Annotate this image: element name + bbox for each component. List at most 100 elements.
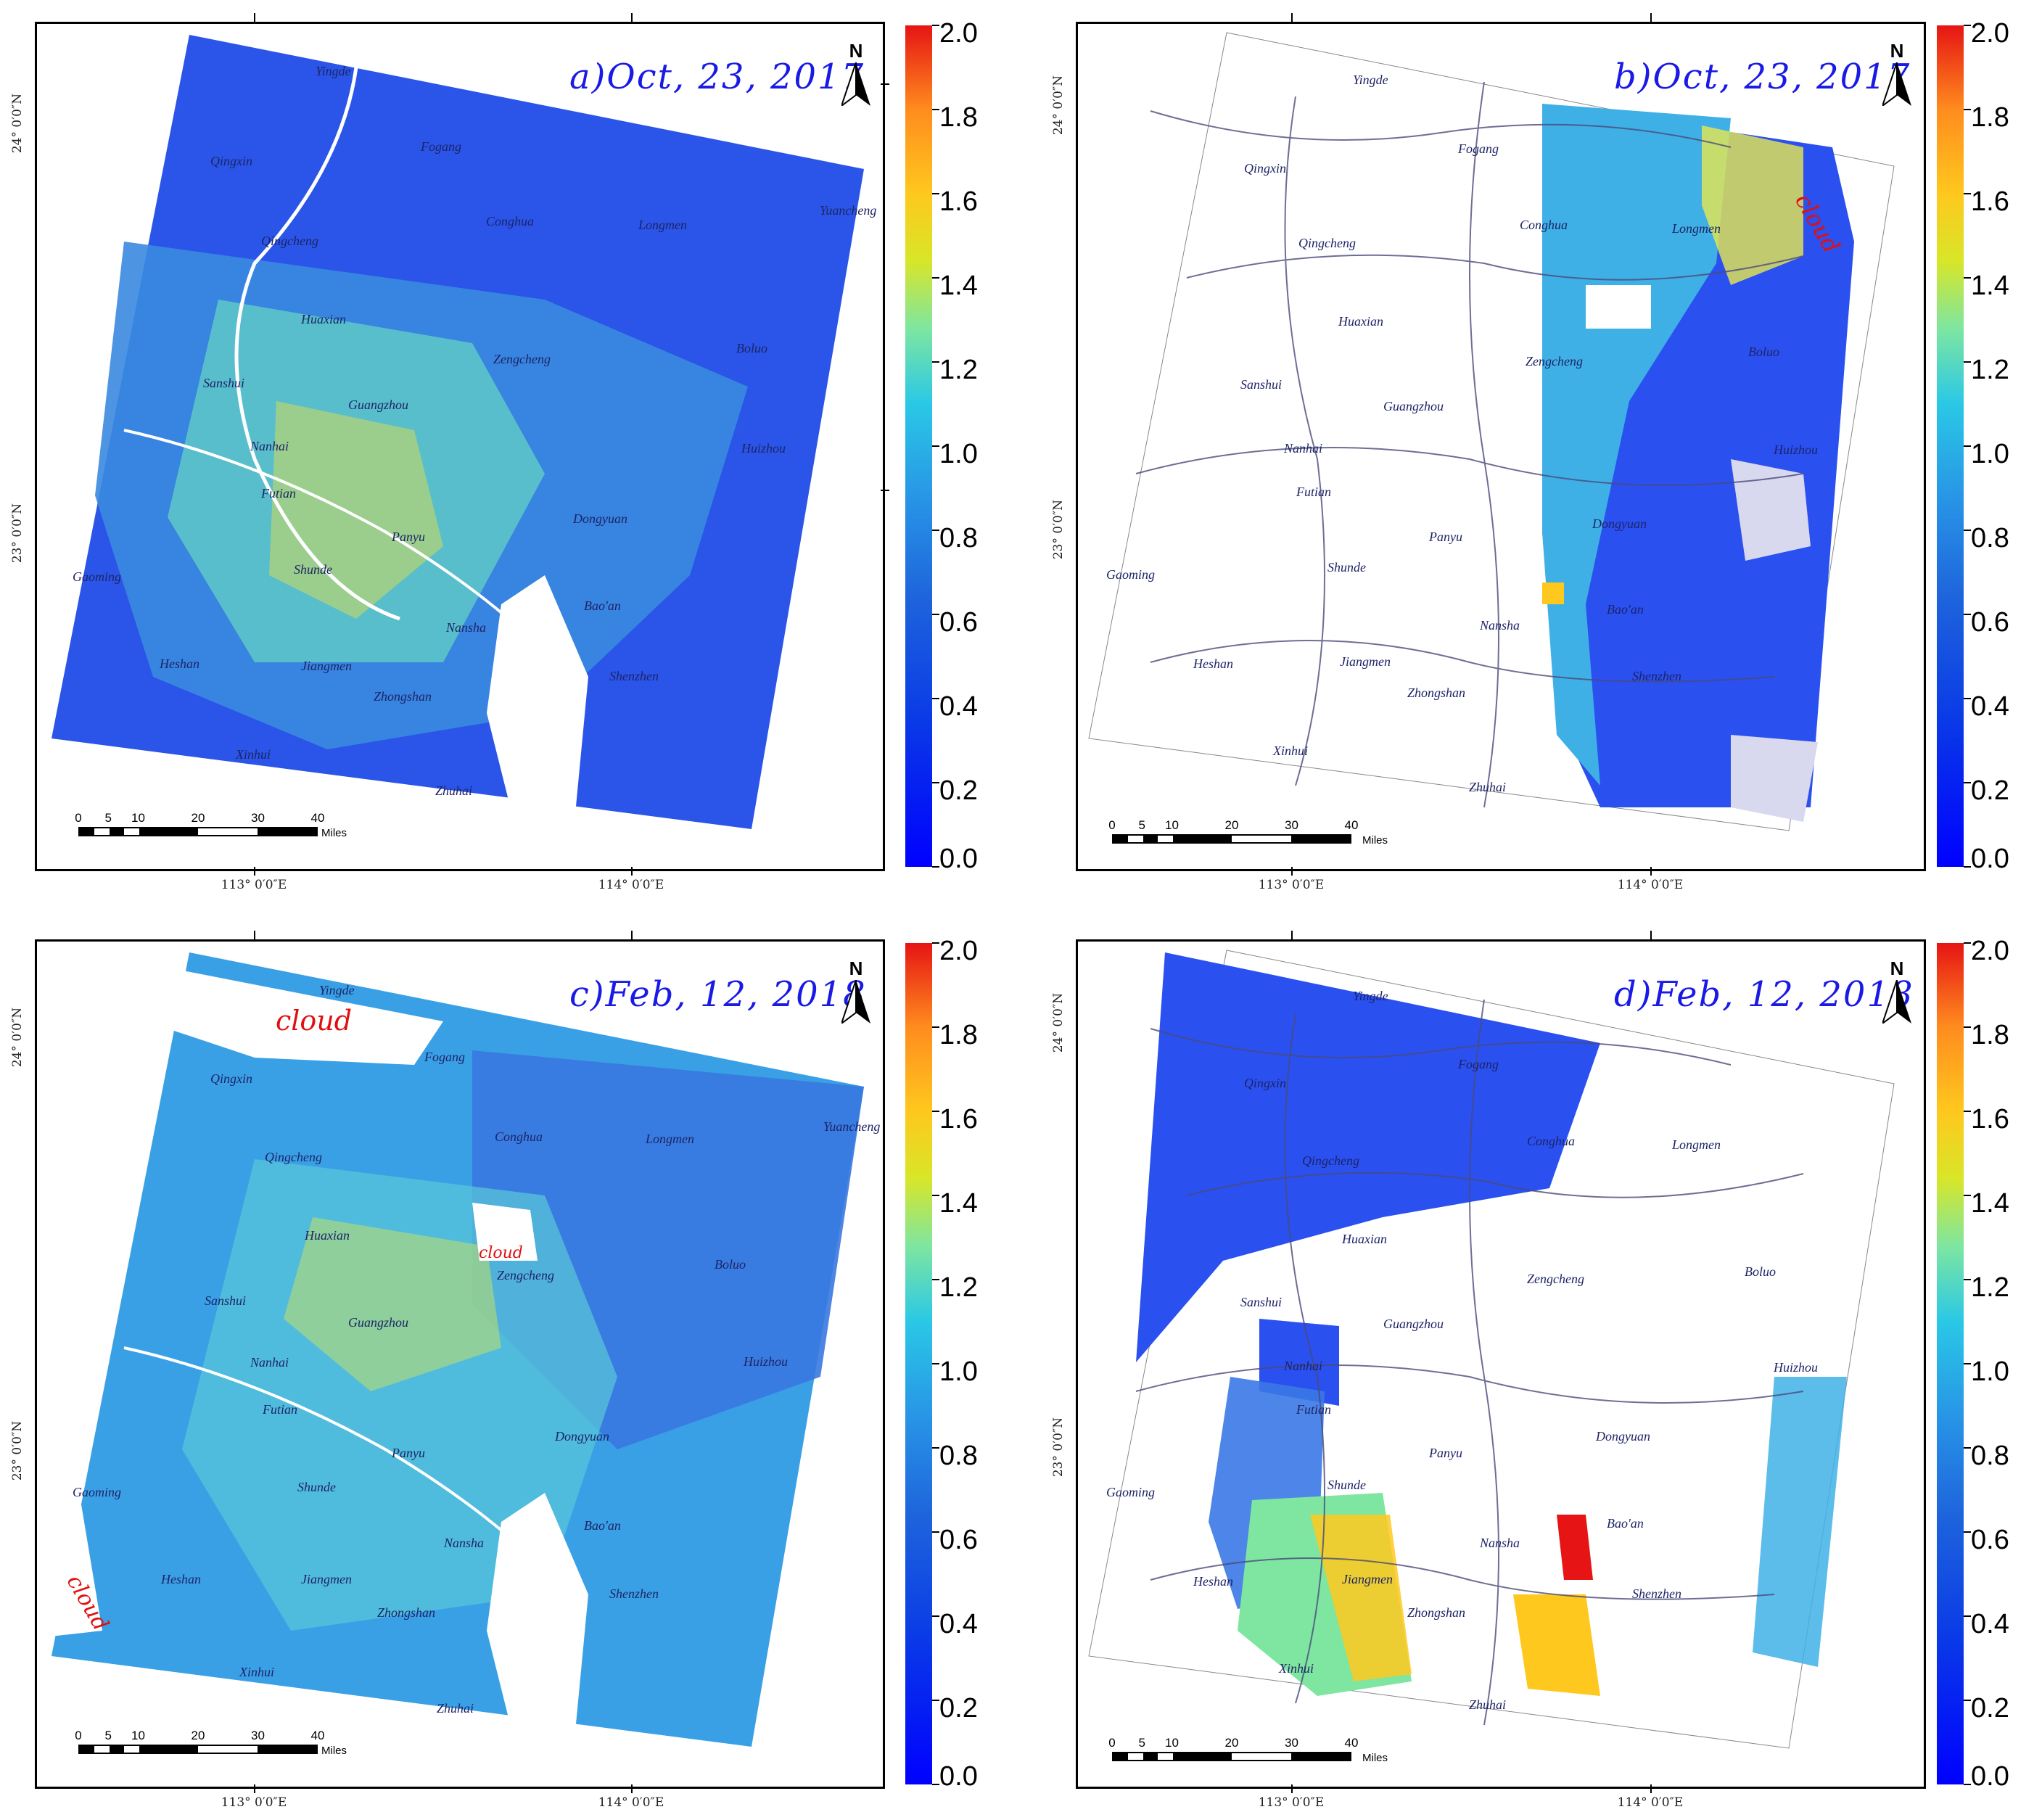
- place-label: Huaxian: [301, 312, 346, 326]
- lat-label: 24° 0′0″N: [10, 1007, 25, 1068]
- colorbar-label: 2.0: [1971, 18, 2009, 49]
- panel-title-d: d)Feb, 12, 2018: [1614, 974, 1914, 1015]
- scale-unit: Miles: [321, 1745, 347, 1757]
- place-label: Shenzhen: [609, 1586, 659, 1601]
- place-label: Zengcheng: [1526, 354, 1583, 368]
- place-label: Huaxian: [1338, 314, 1383, 329]
- colorbar-label: 0.8: [939, 523, 978, 553]
- place-label: Qingcheng: [1298, 236, 1356, 250]
- colorbar-label: 1.2: [1971, 355, 2009, 385]
- cloud-label: cloud: [276, 1005, 353, 1037]
- place-label: Heshan: [161, 1572, 201, 1586]
- colorbar-label: 0.0: [939, 1761, 978, 1792]
- place-label: Longmen: [1672, 1137, 1721, 1152]
- colorbar-label: 2.0: [939, 936, 978, 966]
- colorbar-label: 1.4: [1971, 1188, 2009, 1219]
- map-raster-d: [1088, 950, 1895, 1749]
- place-label: Bao'an: [1607, 602, 1644, 617]
- colorbar-tick: [932, 1195, 939, 1196]
- north-arrow-icon: [840, 979, 870, 1026]
- scale-tick: 5: [1138, 818, 1145, 832]
- scale-tick: 0: [75, 811, 82, 825]
- colorbar-tick: [1964, 361, 1971, 363]
- colorbar-tick: [932, 361, 939, 363]
- panel-title-a: a)Oct, 23, 2017: [569, 57, 865, 97]
- place-label: Dongyuan: [555, 1429, 609, 1444]
- colorbar-label: 1.4: [939, 1188, 978, 1219]
- colorbar-tick: [1964, 25, 1971, 26]
- place-label: Yingde: [316, 64, 351, 78]
- colorbar-d: [1937, 943, 1964, 1784]
- place-label: Yuancheng: [823, 1119, 881, 1134]
- place-label: Qingxin: [210, 154, 252, 168]
- colorbar-label: 1.8: [1971, 102, 2009, 133]
- panel-c: c)Feb, 12, 2018 N cloud cloud cloud Ying…: [0, 918, 1016, 1817]
- colorbar-tick: [932, 445, 939, 447]
- place-label: Jiangmen: [1340, 654, 1391, 669]
- north-arrow-c: N: [834, 958, 878, 1026]
- colorbar-label: 1.4: [939, 271, 978, 301]
- place-label: Longmen: [638, 218, 687, 232]
- scale-tick: 20: [191, 811, 205, 825]
- place-label: Shenzhen: [1632, 669, 1681, 683]
- place-label: Gaoming: [73, 1485, 121, 1499]
- colorbar-label: 0.4: [939, 1609, 978, 1639]
- place-label: Xinhui: [239, 1665, 274, 1679]
- colorbar-label: 1.8: [939, 102, 978, 133]
- lon-label: 113° 0′0″E: [221, 878, 287, 892]
- colorbar-tick: [1964, 530, 1971, 531]
- lon-label: 114° 0′0″E: [1617, 1795, 1684, 1810]
- colorbar-tick: [932, 1531, 939, 1533]
- north-arrow-icon: [1881, 62, 1911, 108]
- colorbar-tick: [932, 1279, 939, 1280]
- place-label: Shunde: [297, 1480, 336, 1494]
- lat-label: 23° 0′0″N: [10, 1420, 25, 1481]
- colorbar-tick: [1964, 109, 1971, 110]
- place-label: Jiangmen: [301, 1572, 352, 1586]
- colorbar-c: [905, 943, 932, 1784]
- colorbar-tick: [932, 1615, 939, 1617]
- scale-tick: 40: [310, 1729, 325, 1742]
- colorbar-label: 1.6: [1971, 1104, 2009, 1135]
- colorbar-tick: [932, 25, 939, 26]
- place-label: Heshan: [1193, 1574, 1233, 1589]
- place-label: Xinhui: [236, 747, 271, 762]
- colorbar-tick: [1964, 1363, 1971, 1364]
- colorbar-tick: [932, 1026, 939, 1028]
- colorbar-tick: [932, 1363, 939, 1364]
- scale-tick: 30: [1285, 1736, 1298, 1750]
- place-label: Bao'an: [584, 1518, 621, 1533]
- colorbar-tick: [932, 277, 939, 279]
- scale-tick: 10: [131, 811, 145, 825]
- colorbar-label: 1.8: [1971, 1020, 2009, 1050]
- place-label: Huizhou: [744, 1354, 789, 1369]
- scale-unit: Miles: [1362, 1752, 1388, 1764]
- place-label: Huaxian: [305, 1228, 350, 1243]
- place-label: Conghua: [495, 1129, 543, 1144]
- colorbar-tick: [932, 866, 939, 868]
- place-label: Guangzhou: [1383, 1317, 1444, 1331]
- panel-b: b)Oct, 23, 2017 N cloud Yingde Qingxin F…: [1034, 0, 2042, 899]
- place-label: Zhuhai: [435, 783, 473, 798]
- place-label: Heshan: [160, 656, 199, 671]
- colorbar-tick: [1964, 1447, 1971, 1449]
- scale-tick: 5: [104, 811, 112, 825]
- place-label: Bao'an: [584, 598, 621, 613]
- place-label: Dongyuan: [1592, 516, 1647, 531]
- scale-tick: 20: [1224, 1736, 1239, 1750]
- lat-label: 24° 0′0″N: [1051, 992, 1066, 1053]
- scale-tick: 0: [75, 1729, 82, 1742]
- place-label: Gaoming: [1106, 567, 1155, 582]
- colorbar-label: 1.0: [939, 1356, 978, 1387]
- colorbar-label: 0.4: [939, 691, 978, 722]
- colorbar-label: 0.6: [939, 1525, 978, 1555]
- place-label: Conghua: [1527, 1134, 1576, 1148]
- place-label: Shenzhen: [1632, 1586, 1681, 1601]
- colorbar-tick: [1964, 445, 1971, 447]
- place-label: Zengcheng: [497, 1268, 554, 1282]
- colorbar-label: 1.0: [1971, 1356, 2009, 1387]
- scale-tick: 40: [1344, 818, 1359, 832]
- place-label: Zhongshan: [1407, 685, 1466, 700]
- place-label: Sanshui: [203, 376, 245, 390]
- colorbar-tick: [932, 1111, 939, 1112]
